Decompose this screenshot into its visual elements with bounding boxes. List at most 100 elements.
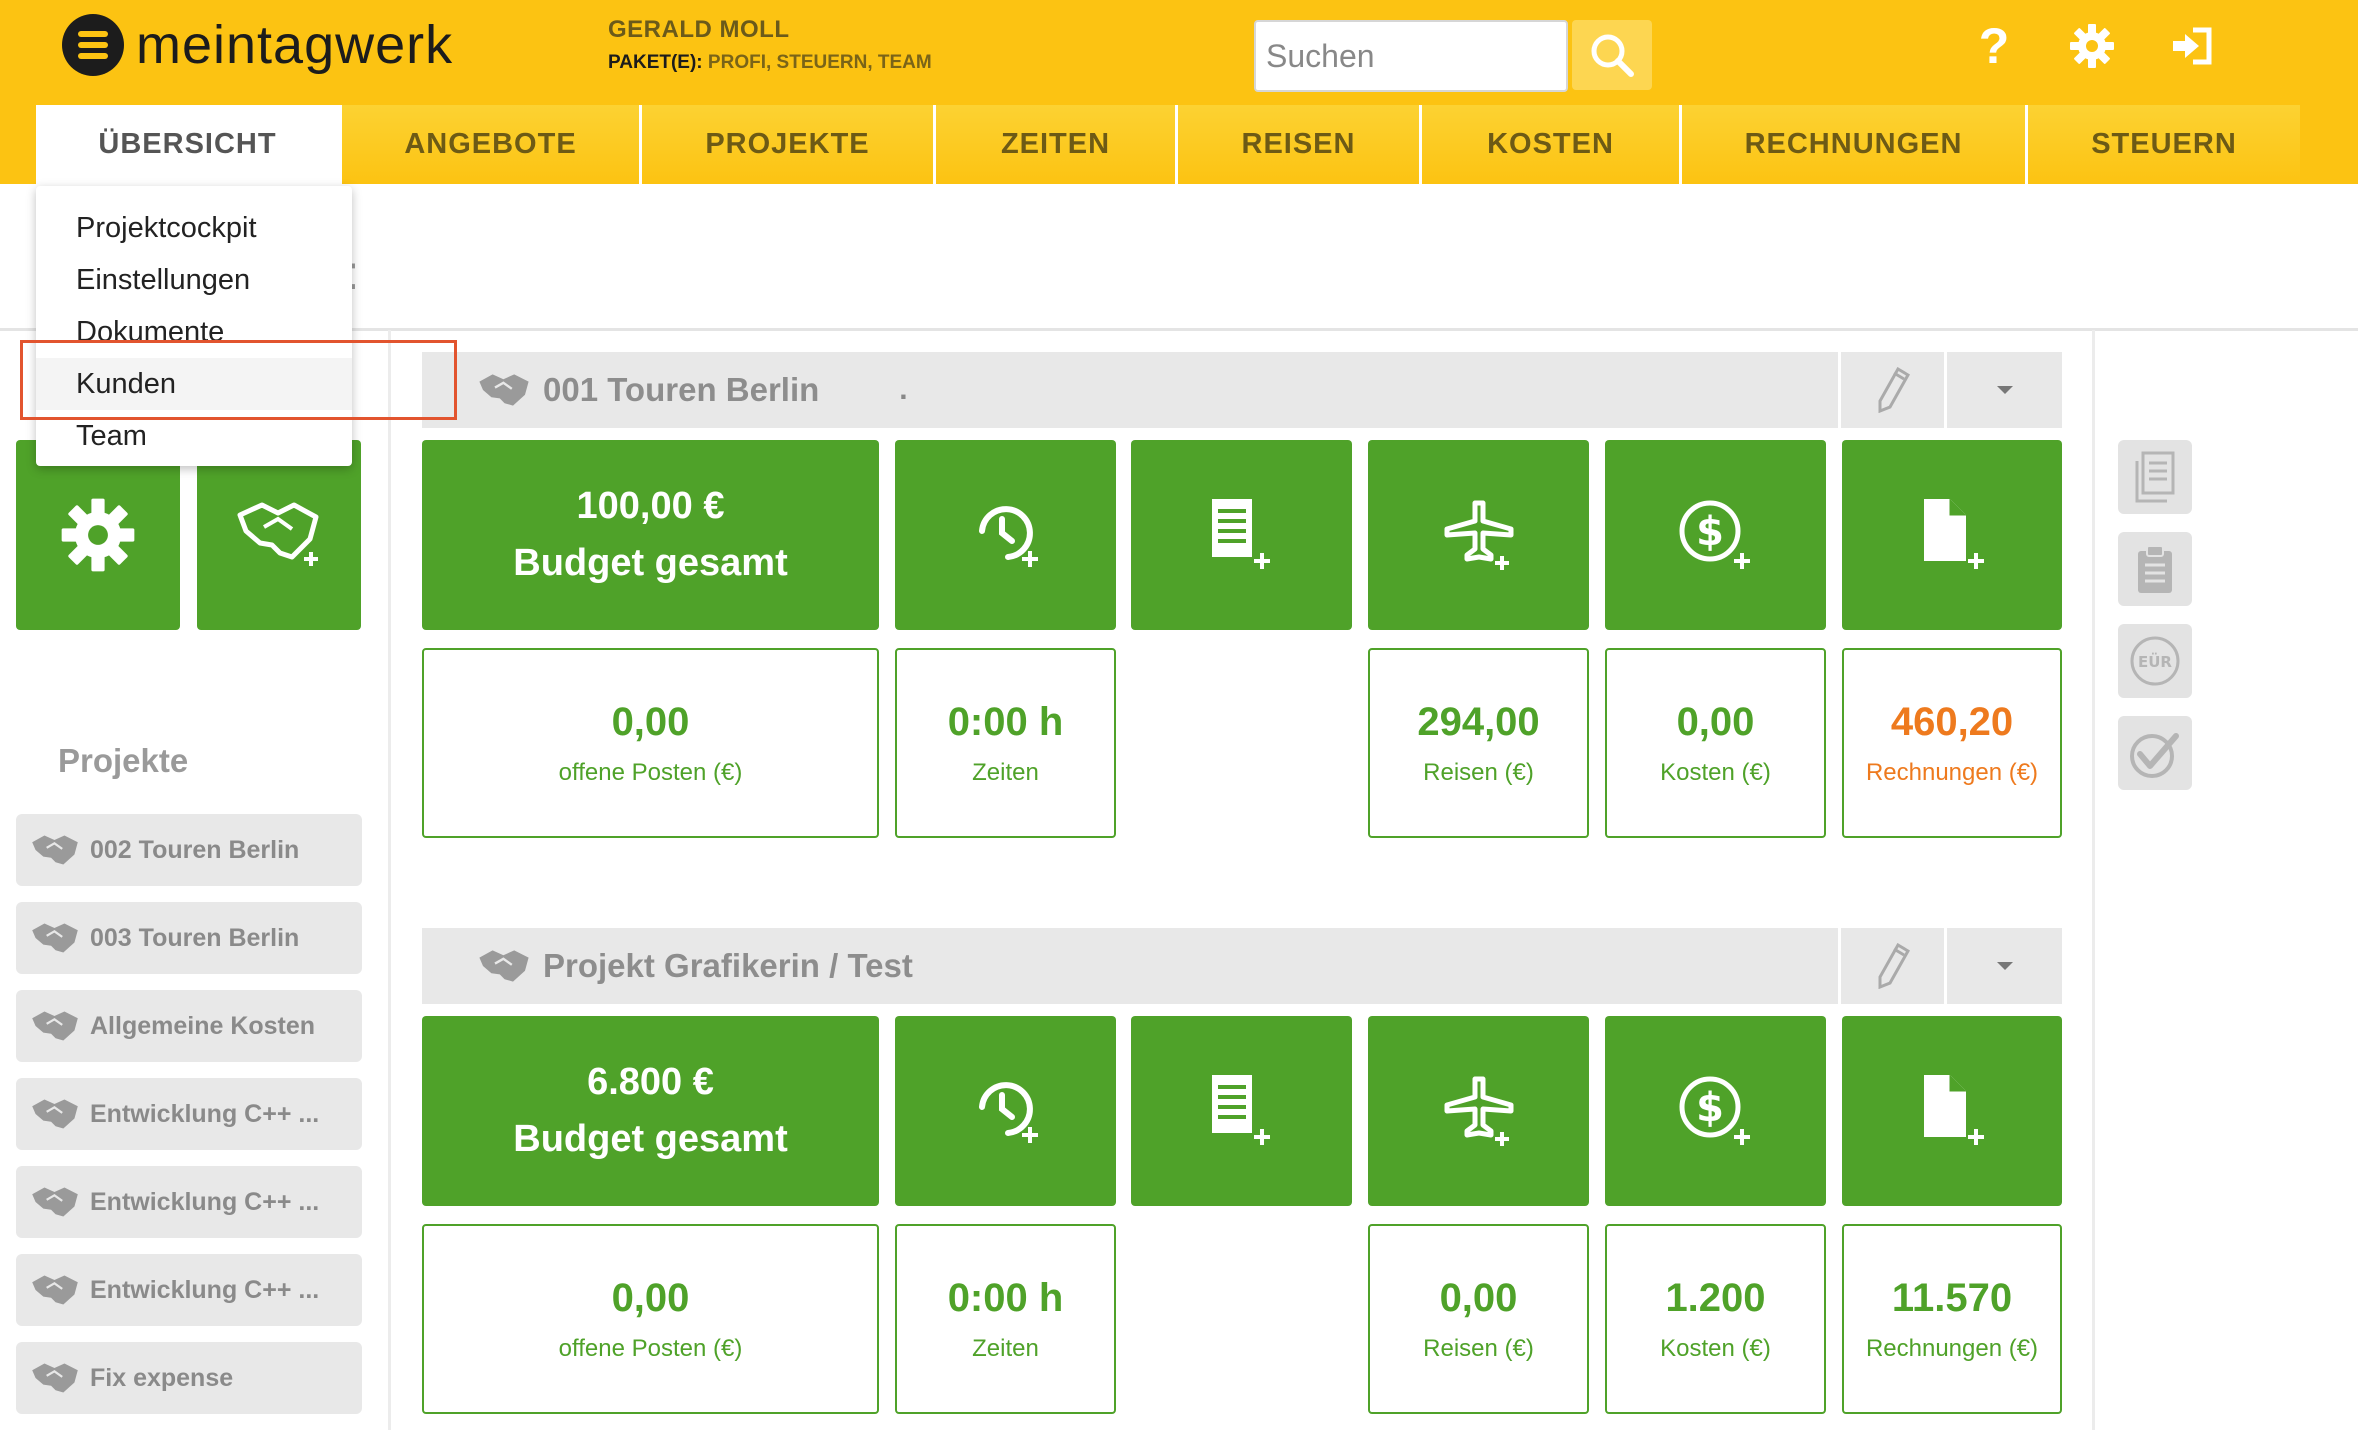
project-title[interactable]: 001 Touren Berlin . xyxy=(422,352,1838,428)
budget-tile[interactable]: 100,00 € Budget gesamt xyxy=(422,440,879,630)
menu-item-projektcockpit[interactable]: Projektcockpit xyxy=(76,211,257,244)
search-input[interactable] xyxy=(1254,20,1568,92)
menu-item-team[interactable]: Team xyxy=(76,419,147,452)
chevron-down-icon xyxy=(1996,962,2013,970)
sidebar-project-item[interactable]: 002 Touren Berlin xyxy=(16,814,362,886)
tab-rechnungen[interactable]: RECHNUNGEN xyxy=(1682,105,2028,184)
sidebar-project-label: Entwicklung C++ ... xyxy=(90,1275,320,1304)
add-cost-button[interactable]: $ xyxy=(1605,440,1826,630)
stat-value: 0,00 xyxy=(611,1275,690,1320)
stat-label: offene Posten (€) xyxy=(558,1334,743,1362)
budget-label: Budget gesamt xyxy=(513,1118,788,1160)
stat-label: Reisen (€) xyxy=(1423,758,1534,786)
sidebar-project-item[interactable]: 003 Touren Berlin xyxy=(16,902,362,974)
sidebar-divider xyxy=(388,330,391,1430)
user-name: GERALD MOLL xyxy=(608,16,790,43)
add-time-button[interactable] xyxy=(895,1016,1116,1206)
gear-icon[interactable] xyxy=(2064,18,2120,74)
sidebar-project-label: Entwicklung C++ ... xyxy=(90,1099,320,1128)
clipboard-button[interactable] xyxy=(2118,532,2192,606)
budget-tile[interactable]: 6.800 € Budget gesamt xyxy=(422,1016,879,1206)
add-invoice-button[interactable] xyxy=(1842,1016,2062,1206)
tab-uebersicht[interactable]: ÜBERSICHT xyxy=(36,105,342,184)
times-stat[interactable]: 0:00 h Zeiten xyxy=(895,648,1116,838)
add-invoice-button[interactable] xyxy=(1842,440,2062,630)
main-tabs: ÜBERSICHT ANGEBOTE PROJEKTE ZEITEN REISE… xyxy=(36,105,2300,184)
project-dropdown-button[interactable] xyxy=(1944,928,2062,1004)
gear-icon xyxy=(61,498,135,572)
budget-value: 100,00 € xyxy=(576,485,725,527)
budget-label: Budget gesamt xyxy=(513,542,788,584)
stat-label: Rechnungen (€) xyxy=(1865,758,2039,786)
add-cost-button[interactable]: $ xyxy=(1605,1016,1826,1206)
project-dropdown-button[interactable] xyxy=(1944,352,2062,428)
travel-stat[interactable]: 294,00 Reisen (€) xyxy=(1368,648,1589,838)
project-title-marker: . xyxy=(899,373,908,406)
clock-add-icon xyxy=(978,1082,1038,1143)
package-label: PAKET(E): xyxy=(608,52,703,73)
tab-steuern[interactable]: STEUERN xyxy=(2028,105,2300,184)
sidebar-project-label: Fix expense xyxy=(90,1363,234,1392)
menu-item-kunden[interactable]: Kunden xyxy=(36,358,352,410)
projects-heading: Projekte xyxy=(58,742,189,779)
handshake-icon xyxy=(479,374,529,406)
search-button[interactable] xyxy=(1572,20,1652,90)
stat-label: offene Posten (€) xyxy=(558,758,743,786)
dollar-add-icon: $ xyxy=(1679,500,1750,569)
stat-label: Zeiten xyxy=(972,1334,1039,1362)
logo-icon xyxy=(62,14,124,76)
invoices-stat[interactable]: 460,20 Rechnungen (€) xyxy=(1842,648,2062,838)
project-card-header: 001 Touren Berlin . xyxy=(422,352,2062,428)
document-list-icon xyxy=(2135,451,2175,503)
add-travel-button[interactable] xyxy=(1368,1016,1589,1206)
add-travel-button[interactable] xyxy=(1368,440,1589,630)
svg-text:$: $ xyxy=(1696,1085,1724,1131)
project-card-header: Projekt Grafikerin / Test xyxy=(422,928,2062,1004)
stat-value: 0,00 xyxy=(1439,1275,1518,1320)
tab-angebote[interactable]: ANGEBOTE xyxy=(342,105,642,184)
sidebar-project-item[interactable]: Entwicklung C++ ... xyxy=(16,1078,362,1150)
open-items-stat[interactable]: 0,00 offene Posten (€) xyxy=(422,648,879,838)
costs-stat[interactable]: 0,00 Kosten (€) xyxy=(1605,648,1826,838)
costs-stat[interactable]: 1.200 Kosten (€) xyxy=(1605,1224,1826,1414)
tab-projekte[interactable]: PROJEKTE xyxy=(642,105,936,184)
document-add-icon xyxy=(1924,499,1984,569)
eur-icon: EÜR xyxy=(2130,636,2180,686)
handshake-icon xyxy=(32,923,78,953)
tab-zeiten[interactable]: ZEITEN xyxy=(936,105,1178,184)
edit-project-button[interactable] xyxy=(1838,352,1944,428)
sidebar-project-item[interactable]: Entwicklung C++ ... xyxy=(16,1254,362,1326)
help-icon[interactable]: ? xyxy=(1978,18,2010,74)
stat-value: 0,00 xyxy=(611,699,690,744)
handshake-icon xyxy=(479,950,529,982)
tab-kosten[interactable]: KOSTEN xyxy=(1422,105,1682,184)
settings-button[interactable] xyxy=(16,440,180,630)
add-project-button[interactable] xyxy=(197,440,361,630)
logo[interactable]: meintagwerk xyxy=(62,14,453,76)
sidebar-project-item[interactable]: Entwicklung C++ ... xyxy=(16,1166,362,1238)
check-button[interactable] xyxy=(2118,716,2192,790)
eur-button[interactable]: EÜR xyxy=(2118,624,2192,698)
travel-stat[interactable]: 0,00 Reisen (€) xyxy=(1368,1224,1589,1414)
invoices-stat[interactable]: 11.570 Rechnungen (€) xyxy=(1842,1224,2062,1414)
sidebar-project-item[interactable]: Allgemeine Kosten xyxy=(16,990,362,1062)
add-offer-button[interactable] xyxy=(1131,1016,1352,1206)
project-title-text: Projekt Grafikerin / Test xyxy=(543,947,913,984)
stat-value: 460,20 xyxy=(1890,699,2014,744)
document-list-button[interactable] xyxy=(2118,440,2192,514)
menu-item-dokumente[interactable]: Dokumente xyxy=(76,315,225,348)
times-stat[interactable]: 0:00 h Zeiten xyxy=(895,1224,1116,1414)
add-time-button[interactable] xyxy=(895,440,1116,630)
open-items-stat[interactable]: 0,00 offene Posten (€) xyxy=(422,1224,879,1414)
tab-reisen[interactable]: REISEN xyxy=(1178,105,1422,184)
logout-icon[interactable] xyxy=(2164,18,2220,74)
logo-text: meintagwerk xyxy=(136,15,454,75)
menu-item-einstellungen[interactable]: Einstellungen xyxy=(76,263,251,296)
project-title[interactable]: Projekt Grafikerin / Test xyxy=(422,928,1838,1004)
eur-label: EÜR xyxy=(2138,652,2172,671)
sidebar-project-item[interactable]: Fix expense xyxy=(16,1342,362,1414)
add-offer-button[interactable] xyxy=(1131,440,1352,630)
stat-value: 294,00 xyxy=(1417,699,1540,744)
chevron-down-icon xyxy=(1996,386,2013,394)
edit-project-button[interactable] xyxy=(1838,928,1944,1004)
